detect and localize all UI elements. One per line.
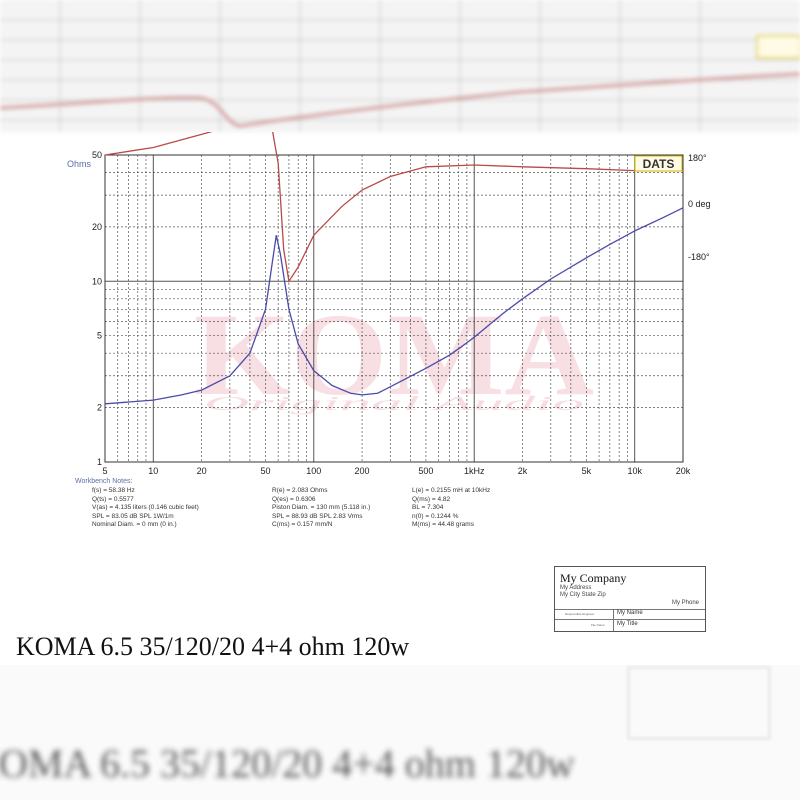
workbench-notes-title: Workbench Notes: <box>75 478 133 485</box>
y-tick-label: 2 <box>97 403 102 413</box>
company-name: My Company <box>560 571 627 585</box>
x-tick-label: 1kHz <box>464 466 485 476</box>
x-tick-label: 2k <box>518 466 528 476</box>
notes-column-2: R(e) = 2.083 Ohms Q(es) = 0.6306 Piston … <box>272 487 370 530</box>
company-city: My City State Zip <box>560 592 606 598</box>
y-tick-label: 20 <box>92 222 102 232</box>
y-tick-label: 10 <box>92 276 102 286</box>
note-fs: f(s) = 58.38 Hz <box>92 487 135 494</box>
x-tick-label: 5 <box>102 466 107 476</box>
note-le: L(e) = 0.2155 mH at 10kHz <box>412 487 491 494</box>
dats-badge-label: DATS <box>643 157 675 171</box>
note-n0: n(0) = 0.1244 % <box>412 512 459 520</box>
background-blur-bottom <box>0 665 800 800</box>
blurred-title-block <box>628 667 770 739</box>
x-tick-label: 20k <box>676 466 691 476</box>
x-tick-label: 20 <box>197 466 207 476</box>
notes-column-1: f(s) = 58.38 Hz Q(ts) = 0.5577 V(as) = 4… <box>92 487 199 530</box>
blurred-caption: KOMA 6.5 35/120/20 4+4 ohm 120w <box>0 741 575 786</box>
phase-axis-label: 0 deg <box>688 199 711 209</box>
background-blur-graph <box>0 0 800 132</box>
note-spl-vrms: SPL = 88.93 dB SPL 2.83 Vrms <box>272 512 363 520</box>
title-block-divider <box>613 609 614 631</box>
chart-axes: 5 10 20 50 100 200 500 1kHz 2k 5k 10k 20k125102050O… <box>67 150 711 476</box>
note-qes: Q(es) = 0.6306 <box>272 495 316 503</box>
company-phone: My Phone <box>671 600 699 606</box>
x-tick-label: 10k <box>627 466 642 476</box>
title-block-divider <box>555 619 705 620</box>
chart-series <box>104 132 684 405</box>
y-tick-label: 5 <box>97 331 102 341</box>
note-cms: C(ms) = 0.157 mm/N <box>272 521 333 528</box>
file-name-label: File Name <box>591 623 605 627</box>
document-title: My Title <box>617 621 638 627</box>
x-tick-label: 500 <box>418 466 433 476</box>
note-bl: BL = 7.304 <box>412 504 444 511</box>
note-nominal-diam: Nominal Diam. = 0 mm (0 in.) <box>92 521 177 528</box>
note-qms: Q(ms) = 4.82 <box>412 495 451 503</box>
x-tick-label: 100 <box>306 466 321 476</box>
watermark-text: KOMA <box>194 289 594 420</box>
note-spl-1w: SPL = 83.05 dB SPL 1W/1m <box>92 512 174 520</box>
dats-badge <box>634 155 683 172</box>
notes-column-3: L(e) = 0.2155 mH at 10kHz Q(ms) = 4.82 B… <box>412 487 490 530</box>
background-blur-top <box>0 0 800 132</box>
responsible-engineer-label: Responsible Engineer <box>565 612 595 616</box>
y-unit-label: Ohms <box>67 159 92 169</box>
y-tick-label: 1 <box>97 457 102 467</box>
watermark-subtext: Original Audio <box>204 393 584 415</box>
y-tick-label: 50 <box>92 150 102 160</box>
x-tick-label: 200 <box>355 466 370 476</box>
x-tick-label: 10 <box>148 466 158 476</box>
engineer-name: My Name <box>617 610 643 616</box>
note-mms: M(ms) = 44.48 grams <box>412 521 474 528</box>
title-block: My Company My Address My City State Zip … <box>554 566 706 632</box>
title-block-divider <box>555 609 705 610</box>
company-address: My Address <box>560 585 592 591</box>
x-tick-label: 50 <box>260 466 270 476</box>
phase-axis-label: 180° <box>688 153 707 163</box>
product-caption: KOMA 6.5 35/120/20 4+4 ohm 120w <box>16 632 410 661</box>
note-qts: Q(ts) = 0.5577 <box>92 495 134 503</box>
note-vas: V(as) = 4.135 liters (0.146 cubic feet) <box>92 504 199 511</box>
phase-axis-label: -180° <box>688 252 710 262</box>
note-piston-diam: Piston Diam. = 130 mm (5.118 in.) <box>272 504 371 511</box>
note-re: R(e) = 2.083 Ohms <box>272 487 328 494</box>
plot-frame <box>104 154 684 463</box>
x-tick-label: 5k <box>582 466 592 476</box>
impedance-curve <box>104 207 684 405</box>
phase-curve <box>104 132 683 284</box>
